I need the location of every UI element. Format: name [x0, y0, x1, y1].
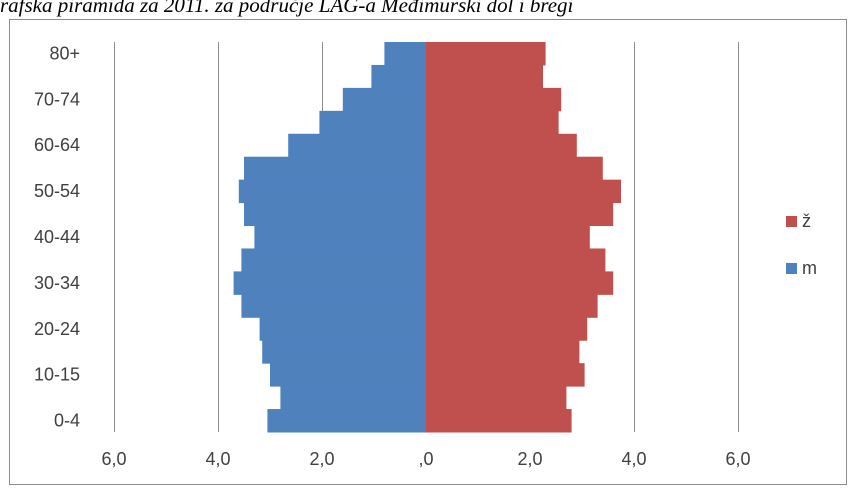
- x-tick-label: 6,0: [101, 449, 126, 469]
- bar-m-80+: [384, 42, 426, 66]
- bar-z-40-44: [426, 225, 590, 249]
- y-tick-label: 40-44: [34, 227, 80, 247]
- bar-z-15-19: [426, 340, 580, 364]
- bar-z-25-29: [426, 294, 598, 318]
- bar-m-75-79: [371, 64, 426, 89]
- bar-m-10-15: [270, 363, 426, 387]
- bar-z-5-9: [426, 386, 567, 410]
- legend-swatch: [786, 216, 797, 227]
- bar-m-0-4: [267, 409, 426, 433]
- bar-z-75-79: [426, 64, 543, 89]
- bar-z-80+: [426, 42, 546, 66]
- bar-z-70-74: [426, 87, 562, 112]
- y-tick-label: 20-24: [34, 319, 80, 339]
- figure-caption: rafska piramida za 2011. za područje LAG…: [0, 0, 574, 17]
- y-tick-label: 30-34: [34, 273, 80, 293]
- bar-z-50-54: [426, 179, 621, 204]
- y-tick-label: 0-4: [54, 411, 80, 431]
- bar-m-5-9: [280, 386, 426, 410]
- legend-label: m: [802, 258, 817, 278]
- bar-m-50-54: [238, 179, 426, 204]
- y-tick-label: 10-15: [34, 365, 80, 385]
- bar-z-10-15: [426, 363, 585, 387]
- bar-z-30-34: [426, 271, 614, 295]
- bar-z-65-69: [426, 110, 559, 135]
- bar-m-20-24: [259, 317, 426, 341]
- bar-m-40-44: [254, 225, 426, 249]
- x-tick-label: 4,0: [621, 449, 646, 469]
- legend-label: ž: [802, 211, 811, 231]
- bar-m-60-64: [288, 133, 426, 158]
- bar-m-35-39: [241, 248, 426, 272]
- y-tick-label: 60-64: [34, 135, 80, 155]
- y-tick-label: 50-54: [34, 181, 80, 201]
- bar-m-45-49: [244, 202, 426, 227]
- bar-layer: [233, 42, 621, 433]
- x-tick-labels: 6,0 4,0 2,0 ,0 2,0 4,0 6,0: [101, 449, 750, 469]
- bar-z-55-59: [426, 156, 603, 181]
- x-tick-label: 2,0: [517, 449, 542, 469]
- chart-frame: 0-4 10-15 20-24 30-34 40-44 50-54 60-64 70-74 80…: [9, 19, 847, 485]
- bar-z-0-4: [426, 409, 572, 433]
- bar-m-65-69: [319, 110, 426, 135]
- bar-m-15-19: [262, 340, 426, 364]
- bar-z-45-49: [426, 202, 614, 227]
- population-pyramid-chart: 0-4 10-15 20-24 30-34 40-44 50-54 60-64 70-74 80…: [34, 42, 817, 469]
- bar-z-60-64: [426, 133, 577, 158]
- x-tick-label: ,0: [418, 449, 433, 469]
- bar-m-55-59: [244, 156, 426, 181]
- bar-z-35-39: [426, 248, 606, 272]
- y-tick-label: 80+: [49, 43, 80, 63]
- bar-m-30-34: [233, 271, 426, 295]
- x-tick-label: 2,0: [309, 449, 334, 469]
- y-tick-label: 70-74: [34, 89, 80, 109]
- legend: žm: [786, 211, 817, 278]
- bar-m-25-29: [241, 294, 426, 318]
- legend-swatch: [786, 263, 797, 274]
- bar-m-70-74: [342, 87, 426, 112]
- y-tick-labels: 0-4 10-15 20-24 30-34 40-44 50-54 60-64 70-74 80…: [34, 43, 80, 430]
- x-tick-label: 6,0: [725, 449, 750, 469]
- x-tick-label: 4,0: [205, 449, 230, 469]
- bar-z-20-24: [426, 317, 588, 341]
